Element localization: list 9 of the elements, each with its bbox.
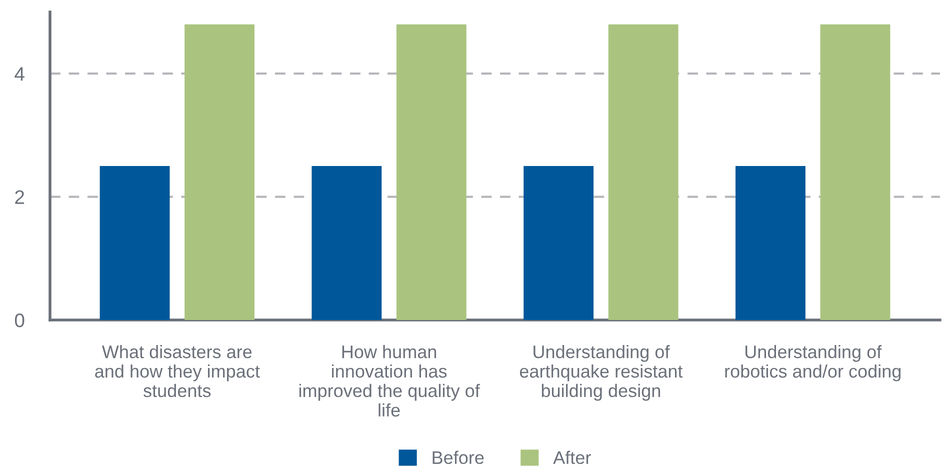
y-tick-label: 0 [14,313,24,328]
legend-label: Before [432,450,484,464]
legend-label: After [553,450,591,464]
y-tick-label: 4 [14,67,24,81]
x-tick-label: Understanding of robotics and/or coding [725,345,901,382]
x-tick-label: Understanding of earthquake resistant building design [520,345,683,401]
y-tick-label: 2 [15,190,24,204]
x-tick-label: How human innovation has improved the quality of life [299,345,480,417]
x-tick-label: What disasters are and how they impact students [95,345,260,398]
